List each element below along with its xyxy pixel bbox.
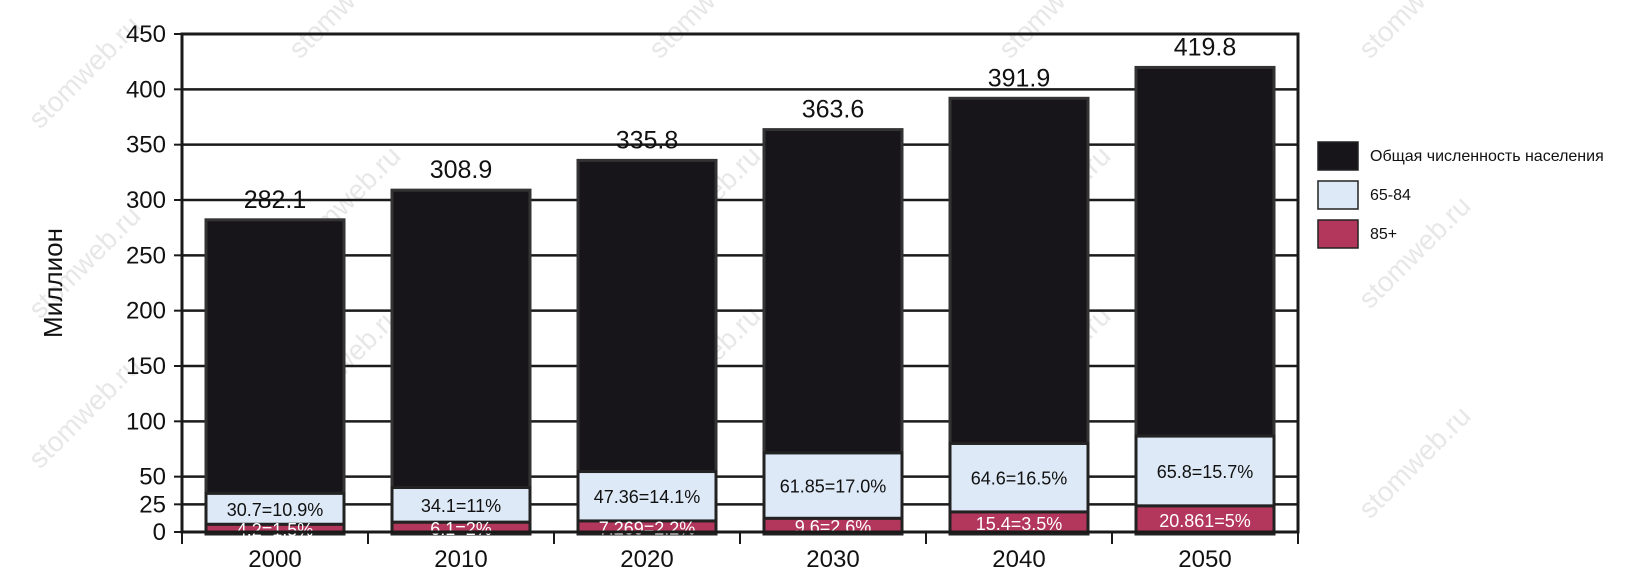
legend-swatch-1	[1317, 180, 1359, 210]
legend-label: 85+	[1370, 226, 1397, 243]
total-value-label: 308.9	[430, 156, 493, 184]
segment-65-84-label: 30.7=10.9%	[227, 500, 324, 520]
total-value-label: 282.1	[244, 186, 307, 214]
segment-85-plus-label: 7.269=2.2%	[599, 518, 696, 538]
legend: Общая численность населения 65-84 85+	[1317, 141, 1604, 249]
watermark-text: stomweb.ru	[1352, 400, 1476, 524]
total-value-label: 335.8	[616, 126, 679, 154]
watermark-text: stomweb.ru	[1352, 190, 1476, 314]
x-tick-label: 2000	[248, 546, 301, 573]
plot-frame	[180, 32, 1300, 534]
y-tick-label: 450	[126, 21, 166, 48]
bar-total-2050	[1134, 65, 1276, 438]
bar-total-2020	[576, 158, 718, 474]
total-value-label: 391.9	[988, 64, 1051, 92]
segment-65-84-label: 65.8=15.7%	[1157, 462, 1254, 482]
y-tick-label: 100	[126, 408, 166, 435]
bar-total-2000	[204, 218, 346, 495]
y-tick-label: 200	[126, 298, 166, 325]
bar-85-plus-2050	[1134, 504, 1276, 536]
watermark-text: stomweb.ru	[1352, 0, 1476, 64]
total-value-label: 363.6	[802, 96, 865, 124]
watermark-text: stomweb.ru	[282, 0, 406, 64]
x-tick-label: 2040	[992, 546, 1045, 573]
y-tick-label: 150	[126, 353, 166, 380]
segment-85-plus-label: 20.861=5%	[1159, 511, 1251, 531]
watermark-text: stomweb.ru	[992, 0, 1116, 64]
y-axis-label: Миллион	[38, 228, 68, 338]
bar-total-2030	[762, 128, 904, 455]
y-tick-label: 250	[126, 242, 166, 269]
segment-65-84-label: 47.36=14.1%	[594, 487, 701, 507]
segment-85-plus-label: 4.2=1.5%	[237, 520, 314, 540]
bar-85-plus-2000	[204, 522, 346, 536]
bar-65-84-2050	[1134, 434, 1276, 508]
bar-85-plus-2010	[390, 520, 532, 536]
x-tick-label: 2020	[620, 546, 673, 573]
bar-total-2040	[948, 96, 1090, 445]
bar-65-84-2040	[948, 441, 1090, 514]
segment-65-84-label: 64.6=16.5%	[971, 469, 1068, 489]
segment-85-plus-label: 15.4=3.5%	[976, 514, 1063, 534]
bar-total-2010	[390, 188, 532, 490]
bar-65-84-2030	[762, 451, 904, 520]
segment-65-84-label: 34.1=11%	[421, 496, 501, 516]
legend-swatch-0	[1317, 141, 1359, 171]
legend-label: Общая численность населения	[1370, 148, 1604, 165]
legend-swatch-2	[1317, 219, 1359, 249]
x-tick-label: 2010	[434, 546, 487, 573]
y-tick-label: 400	[126, 76, 166, 103]
segment-65-84-label: 61.85=17.0%	[780, 477, 887, 497]
y-tick-label: 0	[153, 519, 166, 546]
x-tick-label: 2050	[1178, 546, 1231, 573]
grid-lines	[182, 88, 1298, 506]
y-tick-label: 50	[139, 464, 166, 491]
bar-85-plus-2030	[762, 516, 904, 536]
y-tick-label: 25	[139, 491, 166, 518]
x-tick-label: 2030	[806, 546, 859, 573]
bar-85-plus-2040	[948, 510, 1090, 536]
total-value-label: 419.8	[1174, 33, 1237, 61]
segment-85-plus-label: 9.6=2.6%	[795, 517, 872, 537]
y-tick-label: 300	[126, 187, 166, 214]
bars: 282.1 30.7=10.9%4.2=1.5% 308.9 34.1=11% 6.1=…	[204, 33, 1276, 540]
y-tick-label: 350	[126, 132, 166, 159]
watermark-text: stomweb.ru	[642, 0, 766, 64]
legend-label: 65-84	[1370, 187, 1411, 204]
segment-85-plus-label: 6.1=2%	[430, 519, 492, 539]
